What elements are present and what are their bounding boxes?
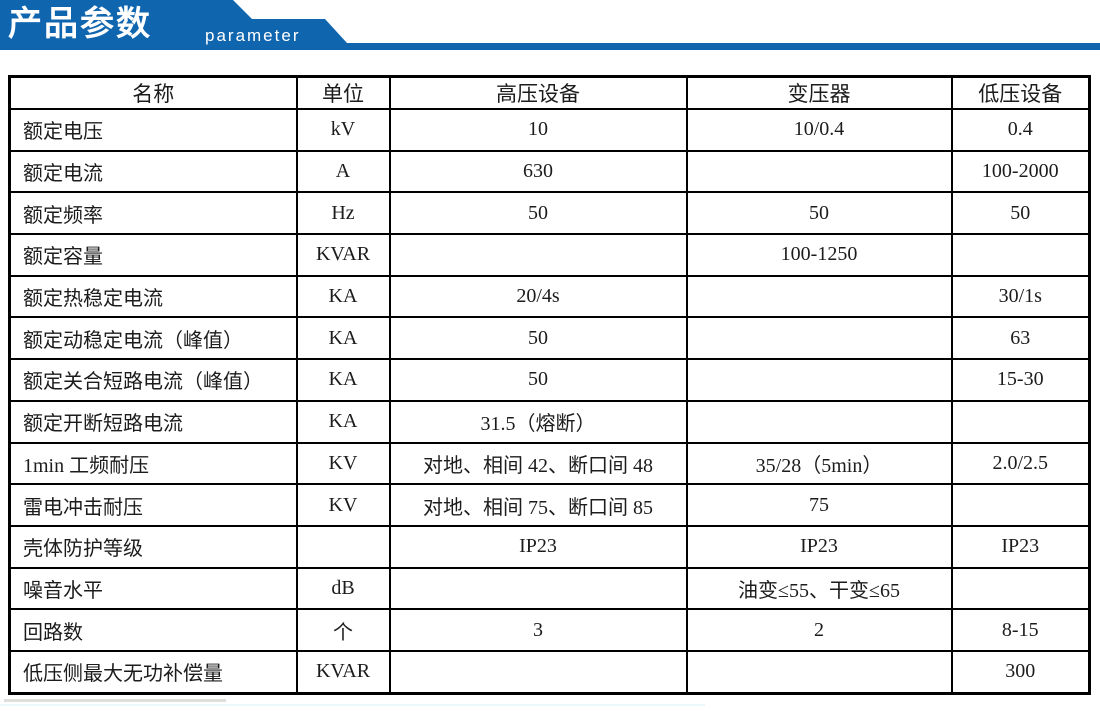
param-value-cell	[388, 233, 688, 277]
spec-table: 名称 单位 高压设备 变压器 低压设备 额定电压 kV 10 10/0.4 0.4 额定电流 A 63…	[8, 75, 1091, 695]
param-value-cell: 35/28（5min）	[685, 441, 953, 486]
table-row: 低压侧最大无功补偿量 KVAR 300	[8, 649, 1091, 695]
param-value-cell: IP23	[685, 524, 953, 569]
param-value-cell	[685, 649, 953, 695]
param-value-cell: 100-1250	[685, 233, 953, 277]
table-row: 额定热稳定电流 KA 20/4s 30/1s	[8, 274, 1091, 319]
param-value-cell: IP23	[388, 524, 688, 569]
param-value-cell	[388, 566, 688, 611]
table-row: 噪音水平 dB 油变≤55、干变≤65	[8, 566, 1091, 611]
param-name-cell: 额定开断短路电流	[8, 399, 298, 444]
param-value-cell	[685, 274, 953, 319]
cutoff-content-remnant	[4, 699, 226, 702]
param-value-cell: 30/1s	[950, 274, 1091, 319]
param-value-cell	[685, 358, 953, 402]
param-value-cell: 10/0.4	[685, 108, 953, 152]
param-value-cell: KA	[295, 399, 391, 444]
param-value-cell: KV	[295, 483, 391, 527]
param-value-cell: KVAR	[295, 233, 391, 277]
param-name-cell: 壳体防护等级	[8, 524, 298, 569]
param-value-cell: Hz	[295, 191, 391, 236]
param-value-cell: 63	[950, 316, 1091, 361]
table-row: 额定容量 KVAR 100-1250	[8, 233, 1091, 277]
param-name-cell: 额定关合短路电流（峰值）	[8, 358, 298, 402]
table-header-cell: 单位	[295, 75, 391, 110]
param-name-cell: 噪音水平	[8, 566, 298, 611]
param-value-cell: 15-30	[950, 358, 1091, 402]
page-title: 产品参数	[8, 5, 152, 43]
table-header-cell: 名称	[8, 75, 298, 110]
param-value-cell: 630	[388, 149, 688, 194]
param-value-cell: 100-2000	[950, 149, 1091, 194]
banner-shape	[0, 0, 1100, 50]
param-value-cell: 31.5（熔断）	[388, 399, 688, 444]
param-value-cell: 对地、相间 42、断口间 48	[388, 441, 688, 486]
param-value-cell: 75	[685, 483, 953, 527]
param-value-cell: 50	[388, 191, 688, 236]
param-value-cell: 2.0/2.5	[950, 441, 1091, 486]
table-row: 额定关合短路电流（峰值） KA 50 15-30	[8, 358, 1091, 402]
section-banner: 产品参数 parameter	[0, 0, 1100, 50]
param-value-cell: IP23	[950, 524, 1091, 569]
param-value-cell: KVAR	[295, 649, 391, 695]
param-value-cell: 50	[950, 191, 1091, 236]
param-value-cell	[950, 483, 1091, 527]
param-value-cell: 8-15	[950, 608, 1091, 652]
table-row: 雷电冲击耐压 KV 对地、相间 75、断口间 85 75	[8, 483, 1091, 527]
table-row: 额定动稳定电流（峰值） KA 50 63	[8, 316, 1091, 361]
param-value-cell: dB	[295, 566, 391, 611]
param-value-cell: 300	[950, 649, 1091, 695]
table-header-cell: 变压器	[685, 75, 953, 110]
param-value-cell: 油变≤55、干变≤65	[685, 566, 953, 611]
param-value-cell	[295, 524, 391, 569]
param-value-cell	[685, 316, 953, 361]
param-value-cell: 3	[388, 608, 688, 652]
table-row: 1min 工频耐压 KV 对地、相间 42、断口间 48 35/28（5min） 2.0…	[8, 441, 1091, 486]
table-row: 额定电压 kV 10 10/0.4 0.4	[8, 108, 1091, 152]
param-value-cell: 10	[388, 108, 688, 152]
param-name-cell: 额定动稳定电流（峰值）	[8, 316, 298, 361]
param-value-cell: A	[295, 149, 391, 194]
param-value-cell	[388, 649, 688, 695]
param-name-cell: 1min 工频耐压	[8, 441, 298, 486]
param-value-cell	[685, 149, 953, 194]
param-name-cell: 额定频率	[8, 191, 298, 236]
param-name-cell: 额定电流	[8, 149, 298, 194]
param-name-cell: 额定电压	[8, 108, 298, 152]
param-value-cell: 个	[295, 608, 391, 652]
param-value-cell: KA	[295, 274, 391, 319]
param-value-cell: 0.4	[950, 108, 1091, 152]
table-row: 壳体防护等级 IP23 IP23 IP23	[8, 524, 1091, 569]
param-value-cell	[950, 233, 1091, 277]
param-value-cell: kV	[295, 108, 391, 152]
table-header-cell: 低压设备	[950, 75, 1091, 110]
param-value-cell: KA	[295, 316, 391, 361]
table-header-cell: 高压设备	[388, 75, 688, 110]
table-row: 额定电流 A 630 100-2000	[8, 149, 1091, 194]
param-value-cell	[685, 399, 953, 444]
page-subtitle: parameter	[205, 26, 301, 45]
param-value-cell: 50	[685, 191, 953, 236]
param-value-cell: 20/4s	[388, 274, 688, 319]
param-value-cell	[950, 566, 1091, 611]
table-row: 回路数个 3 2 8-15	[8, 608, 1091, 652]
param-value-cell: KA	[295, 358, 391, 402]
param-value-cell	[950, 399, 1091, 444]
cutoff-content-remnant	[0, 704, 705, 706]
param-name-cell: 回路数	[8, 608, 298, 652]
table-header-row: 名称 单位 高压设备 变压器 低压设备	[8, 75, 1091, 110]
param-value-cell: KV	[295, 441, 391, 486]
param-name-cell: 额定热稳定电流	[8, 274, 298, 319]
table-row: 额定频率 Hz 50 50 50	[8, 191, 1091, 236]
param-name-cell: 雷电冲击耐压	[8, 483, 298, 527]
table-row: 额定开断短路电流 KA 31.5（熔断）	[8, 399, 1091, 444]
param-value-cell: 对地、相间 75、断口间 85	[388, 483, 688, 527]
table-body: 额定电压 kV 10 10/0.4 0.4 额定电流 A 630 100-2000 额定频率 Hz 5…	[8, 108, 1091, 695]
param-value-cell: 2	[685, 608, 953, 652]
param-name-cell: 额定容量	[8, 233, 298, 277]
param-value-cell: 50	[388, 358, 688, 402]
param-name-cell: 低压侧最大无功补偿量	[8, 649, 298, 695]
param-value-cell: 50	[388, 316, 688, 361]
